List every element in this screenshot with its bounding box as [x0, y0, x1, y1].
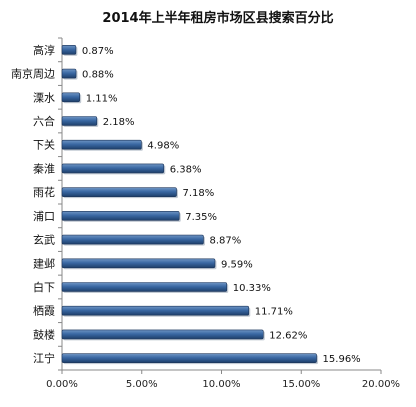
- data-label: 15.96%: [323, 354, 361, 365]
- category-label: 下关: [33, 138, 55, 152]
- bar: [61, 234, 204, 245]
- data-label: 10.33%: [233, 283, 271, 294]
- x-tick-label: 10.00%: [202, 379, 240, 390]
- category-label: 鼓楼: [33, 327, 55, 341]
- x-tick-label: 20.00%: [362, 379, 400, 390]
- data-label: 12.62%: [269, 330, 307, 341]
- data-label: 4.98%: [147, 141, 179, 152]
- category-label: 秦淮: [33, 161, 55, 175]
- category-label: 溧水: [33, 90, 55, 104]
- category-label: 白下: [33, 280, 55, 294]
- data-label: 9.59%: [221, 259, 253, 270]
- category-label: 江宁: [33, 351, 55, 365]
- bar: [61, 68, 77, 79]
- bar: [61, 258, 216, 269]
- data-label: 8.87%: [209, 236, 241, 247]
- bar: [61, 92, 81, 103]
- bar: [61, 353, 317, 363]
- data-label: 1.11%: [86, 93, 118, 104]
- data-label: 7.35%: [185, 212, 217, 223]
- bar: [61, 329, 264, 340]
- category-label: 浦口: [33, 210, 55, 223]
- bar: [61, 282, 228, 292]
- data-label: 6.38%: [170, 164, 202, 175]
- bar: [61, 187, 177, 197]
- bar: [61, 163, 165, 174]
- bar: [61, 45, 77, 55]
- category-label: 玄武: [33, 233, 55, 247]
- bar: [61, 139, 142, 150]
- data-label: 0.88%: [82, 70, 114, 81]
- category-label: 高淳: [33, 43, 55, 57]
- data-label: 2.18%: [103, 117, 135, 128]
- bar: [61, 116, 98, 126]
- data-label: 11.71%: [255, 307, 293, 318]
- category-label: 南京周边: [11, 67, 55, 81]
- bar: [61, 305, 250, 316]
- category-label: 栖霞: [33, 304, 55, 318]
- data-label: 7.18%: [183, 188, 215, 199]
- category-label: 建邺: [33, 256, 55, 270]
- x-tick-label: 5.00%: [126, 379, 158, 390]
- x-tick-label: 0.00%: [46, 379, 78, 390]
- bar: [61, 211, 180, 221]
- data-label: 0.87%: [82, 46, 114, 57]
- category-label: 雨花: [33, 186, 55, 199]
- chart-title: 2014年上半年租房市场区县搜索百分比: [102, 10, 333, 26]
- category-label: 六合: [33, 114, 55, 128]
- plot-area: 0.00% 5.00% 10.00% 15.00% 20.00% 高淳 0.87% 南京周边 0…: [11, 37, 400, 390]
- x-tick-label: 15.00%: [282, 379, 320, 390]
